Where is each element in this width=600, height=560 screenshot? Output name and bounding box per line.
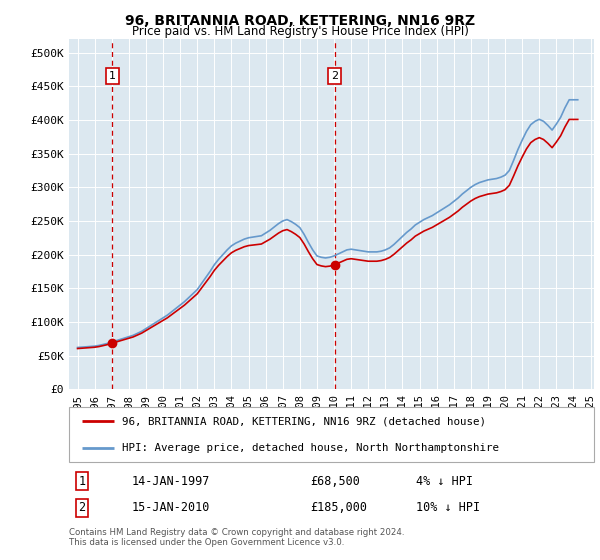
Text: 4% ↓ HPI: 4% ↓ HPI: [415, 475, 473, 488]
Text: 1: 1: [109, 71, 116, 81]
Text: £185,000: £185,000: [311, 501, 367, 514]
Text: Contains HM Land Registry data © Crown copyright and database right 2024.: Contains HM Land Registry data © Crown c…: [69, 528, 404, 537]
Text: Price paid vs. HM Land Registry's House Price Index (HPI): Price paid vs. HM Land Registry's House …: [131, 25, 469, 38]
Text: 96, BRITANNIA ROAD, KETTERING, NN16 9RZ (detached house): 96, BRITANNIA ROAD, KETTERING, NN16 9RZ …: [121, 417, 485, 426]
Text: 15-JAN-2010: 15-JAN-2010: [132, 501, 211, 514]
Text: £68,500: £68,500: [311, 475, 361, 488]
Text: 2: 2: [79, 501, 86, 514]
Text: 10% ↓ HPI: 10% ↓ HPI: [415, 501, 479, 514]
FancyBboxPatch shape: [69, 407, 594, 462]
Text: This data is licensed under the Open Government Licence v3.0.: This data is licensed under the Open Gov…: [69, 538, 344, 547]
Text: 14-JAN-1997: 14-JAN-1997: [132, 475, 211, 488]
Text: 96, BRITANNIA ROAD, KETTERING, NN16 9RZ: 96, BRITANNIA ROAD, KETTERING, NN16 9RZ: [125, 14, 475, 28]
Text: 1: 1: [79, 475, 86, 488]
Text: 2: 2: [331, 71, 338, 81]
Text: HPI: Average price, detached house, North Northamptonshire: HPI: Average price, detached house, Nort…: [121, 443, 499, 452]
